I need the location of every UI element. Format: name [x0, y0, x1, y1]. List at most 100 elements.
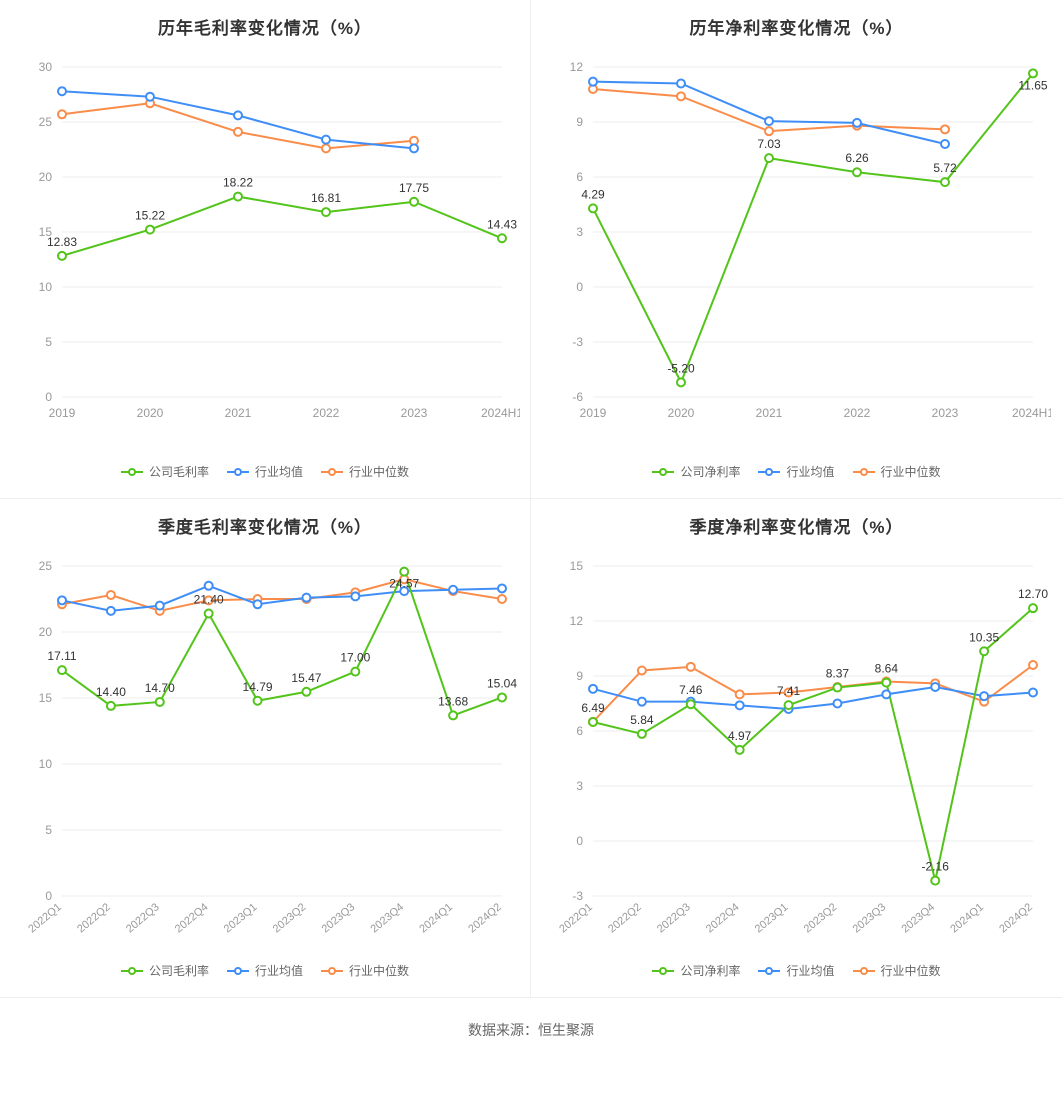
legend-item-company: 公司毛利率	[121, 463, 209, 480]
y-tick-label: 10	[39, 757, 53, 771]
chart-area: -3036912152022Q12022Q22022Q32022Q42023Q1…	[541, 548, 1052, 948]
series-marker-company	[302, 688, 310, 696]
y-tick-label: 10	[39, 280, 53, 294]
series-marker-company	[589, 204, 597, 212]
series-marker-company	[400, 568, 408, 576]
series-marker-median	[234, 128, 242, 136]
chart-grid: 历年毛利率变化情况（%）0510152025302019202020212022…	[0, 0, 1062, 998]
legend-item-median: 行业中位数	[853, 962, 941, 979]
legend-marker-icon	[853, 966, 875, 976]
series-marker-mean	[58, 87, 66, 95]
x-tick-label: 2024Q1	[948, 901, 986, 935]
y-tick-label: 0	[576, 834, 583, 848]
legend-label: 行业均值	[255, 463, 303, 480]
x-tick-label: 2020	[668, 406, 695, 420]
y-tick-label: 3	[576, 225, 583, 239]
series-marker-company	[58, 666, 66, 674]
series-marker-company	[58, 252, 66, 260]
legend-label: 行业均值	[255, 962, 303, 979]
legend-item-company: 公司净利率	[652, 962, 740, 979]
x-tick-label: 2024Q2	[997, 901, 1035, 935]
series-marker-company	[351, 668, 359, 676]
series-marker-company	[254, 697, 262, 705]
y-tick-label: 12	[570, 614, 584, 628]
series-marker-mean	[980, 692, 988, 700]
series-line-company	[62, 197, 502, 256]
x-tick-label: 2022Q3	[124, 901, 162, 935]
value-label: -5.20	[667, 361, 695, 375]
series-marker-mean	[156, 602, 164, 610]
series-marker-median	[498, 595, 506, 603]
value-label: 17.00	[340, 651, 370, 665]
y-tick-label: 20	[39, 170, 53, 184]
y-tick-label: 20	[39, 625, 53, 639]
legend-marker-icon	[227, 467, 249, 477]
series-marker-company	[687, 700, 695, 708]
value-label: 10.35	[969, 630, 999, 644]
chart-legend: 公司毛利率行业均值行业中位数	[10, 449, 520, 498]
legend-item-company: 公司毛利率	[121, 962, 209, 979]
series-marker-mean	[58, 596, 66, 604]
series-marker-company	[146, 226, 154, 234]
series-marker-median	[322, 144, 330, 152]
legend-item-mean: 行业均值	[758, 962, 834, 979]
series-marker-median	[736, 690, 744, 698]
x-tick-label: 2023	[401, 406, 428, 420]
y-tick-label: 5	[45, 823, 52, 837]
legend-label: 公司净利率	[680, 962, 740, 979]
chart-title: 历年毛利率变化情况（%）	[10, 14, 520, 39]
chart-title: 季度净利率变化情况（%）	[541, 513, 1052, 538]
x-tick-label: 2022Q1	[26, 901, 64, 935]
chart-svg: -3036912152022Q12022Q22022Q32022Q42023Q1…	[541, 548, 1051, 948]
value-label: 14.40	[96, 685, 126, 699]
y-tick-label: 5	[45, 335, 52, 349]
series-marker-median	[1029, 661, 1037, 669]
series-marker-company	[736, 746, 744, 754]
series-marker-mean	[254, 600, 262, 608]
series-marker-mean	[107, 607, 115, 615]
series-marker-mean	[302, 594, 310, 602]
series-marker-mean	[941, 140, 949, 148]
x-tick-label: 2022Q1	[557, 901, 595, 935]
legend-marker-icon	[121, 966, 143, 976]
series-marker-mean	[351, 592, 359, 600]
x-tick-label: 2023	[932, 406, 959, 420]
legend-label: 行业中位数	[349, 962, 409, 979]
series-marker-mean	[234, 111, 242, 119]
x-tick-label: 2022Q4	[704, 901, 742, 935]
series-marker-company	[205, 610, 213, 618]
series-marker-company	[638, 730, 646, 738]
chart-area: 05101520252022Q12022Q22022Q32022Q42023Q1…	[10, 548, 520, 948]
chart-panel-quarter_gross: 季度毛利率变化情况（%）05101520252022Q12022Q22022Q3…	[0, 499, 531, 998]
value-label: 12.70	[1018, 587, 1048, 601]
series-marker-company	[449, 711, 457, 719]
legend-marker-icon	[227, 966, 249, 976]
y-tick-label: -3	[572, 335, 583, 349]
y-tick-label: 9	[576, 669, 583, 683]
legend-label: 公司毛利率	[149, 463, 209, 480]
chart-title: 季度毛利率变化情况（%）	[10, 513, 520, 538]
chart-area: 051015202530201920202021202220232024H112…	[10, 49, 520, 449]
y-tick-label: 9	[576, 115, 583, 129]
legend-item-median: 行业中位数	[853, 463, 941, 480]
value-label: 13.68	[438, 694, 468, 708]
series-line-median	[62, 103, 414, 148]
series-marker-company	[833, 684, 841, 692]
value-label: 12.83	[47, 235, 77, 249]
x-tick-label: 2019	[49, 406, 76, 420]
legend-label: 行业均值	[786, 962, 834, 979]
y-tick-label: 25	[39, 115, 53, 129]
y-tick-label: 0	[576, 280, 583, 294]
value-label: 15.04	[487, 676, 517, 690]
legend-marker-icon	[758, 966, 780, 976]
y-tick-label: 25	[39, 559, 53, 573]
series-marker-mean	[765, 117, 773, 125]
series-marker-mean	[882, 690, 890, 698]
series-marker-company	[765, 154, 773, 162]
series-marker-company	[853, 168, 861, 176]
x-tick-label: 2020	[137, 406, 164, 420]
chart-title: 历年净利率变化情况（%）	[541, 14, 1052, 39]
legend-item-mean: 行业均值	[758, 463, 834, 480]
y-tick-label: 0	[45, 889, 52, 903]
series-line-company	[62, 572, 502, 716]
